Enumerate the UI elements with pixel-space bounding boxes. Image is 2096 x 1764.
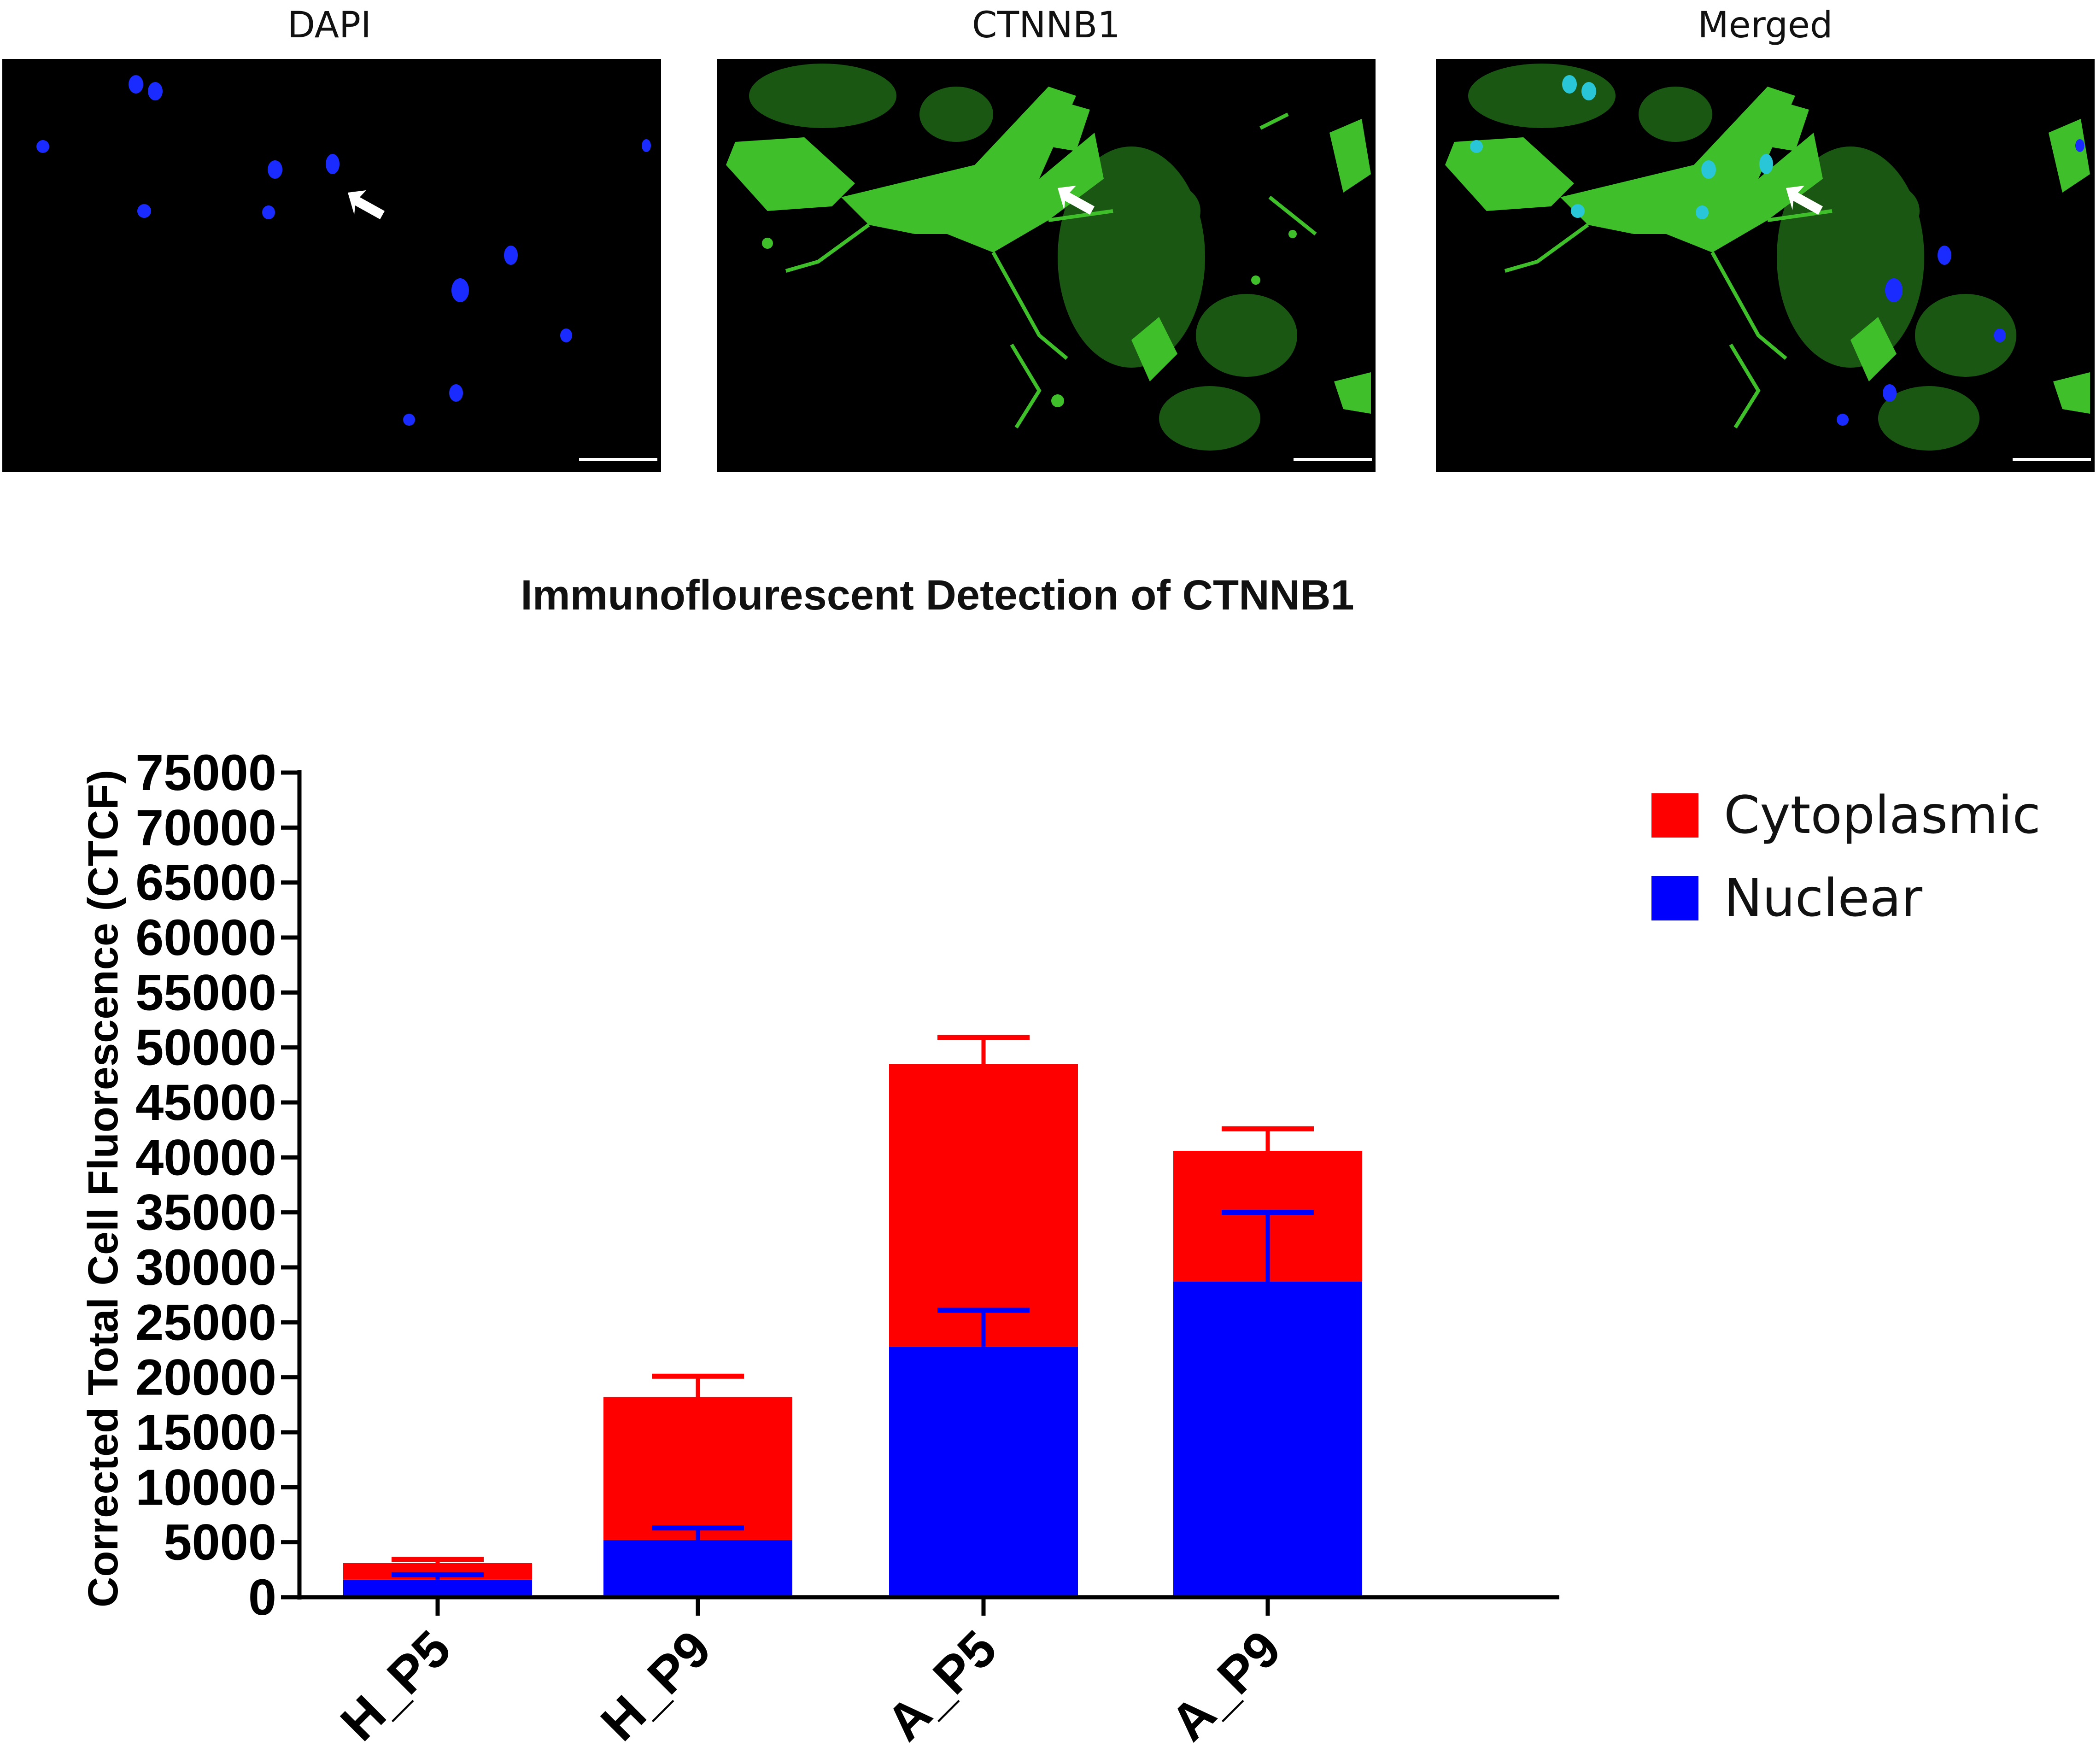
bar-cytoplasmic-H_P9 (603, 1397, 792, 1540)
legend-label-cytoplasmic: Cytoplasmic (1724, 785, 2041, 845)
y-tick-label-75000: 75000 (135, 744, 276, 801)
y-tick-label-30000: 30000 (135, 1239, 276, 1296)
y-tick-label-50000: 50000 (135, 1020, 276, 1076)
merged-image-svg (1445, 64, 2091, 461)
bar-nuclear-H_P5 (343, 1579, 532, 1597)
y-tick-label-55000: 55000 (135, 964, 276, 1021)
arrow-icon (1058, 186, 1095, 215)
panel-title-merged: Merged (1698, 5, 1833, 46)
y-tick-label-0: 0 (248, 1569, 276, 1626)
y-tick-label-20000: 20000 (135, 1349, 276, 1406)
stacked-bar-chart: H_P5 H_P9 A_P5 A_P9 050001000015000200002500… (80, 744, 1559, 1752)
dapi-image (2, 59, 661, 472)
legend-item-cytoplasmic: Cytoplasmic (1651, 785, 2041, 845)
chart-title: Immunoflourescent Detection of CTNNB1 (521, 572, 1354, 619)
bar-nuclear-A_P5 (889, 1346, 1078, 1597)
ctnnb1-image (717, 59, 1376, 472)
panel-title-dapi: DAPI (287, 5, 372, 46)
y-tick-label-15000: 15000 (135, 1404, 276, 1461)
y-axis-label: Corrected Total Cell Fluorescence (CTCF) (80, 770, 127, 1607)
bars-layer (343, 1064, 1362, 1597)
dapi-image-svg (36, 75, 657, 461)
y-tick-label-35000: 35000 (135, 1184, 276, 1241)
legend-swatch-cytoplasmic (1651, 793, 1698, 838)
y-tick-label-10000: 10000 (135, 1459, 276, 1516)
x-tick-label-A_P5: A_P5 (875, 1620, 1007, 1752)
legend-item-nuclear: Nuclear (1651, 868, 1922, 928)
merged-image (1436, 59, 2095, 472)
y-tick-label-25000: 25000 (135, 1294, 276, 1351)
x-tick-label-H_P5: H_P5 (329, 1620, 461, 1752)
ctnnb1-image-svg (726, 64, 1372, 461)
y-tick-label-5000: 5000 (164, 1514, 276, 1571)
y-tick-label-45000: 45000 (135, 1074, 276, 1131)
arrow-icon (348, 190, 385, 219)
legend-label-nuclear: Nuclear (1724, 868, 1923, 928)
arrow-icon (1786, 186, 1823, 215)
y-tick-label-70000: 70000 (135, 799, 276, 856)
y-tick-label-65000: 65000 (135, 855, 276, 911)
legend-swatch-nuclear (1651, 876, 1698, 920)
error-bars-layer (392, 1035, 1314, 1580)
bar-nuclear-A_P9 (1173, 1282, 1362, 1597)
bar-cytoplasmic-A_P5 (889, 1064, 1078, 1347)
bar-nuclear-H_P9 (603, 1540, 792, 1597)
x-tick-label-H_P9: H_P9 (590, 1620, 721, 1752)
x-tick-label-A_P9: A_P9 (1159, 1620, 1291, 1752)
y-tick-label-40000: 40000 (135, 1129, 276, 1186)
panel-title-ctnnb1: CTNNB1 (972, 5, 1120, 46)
y-tick-label-60000: 60000 (135, 909, 276, 966)
